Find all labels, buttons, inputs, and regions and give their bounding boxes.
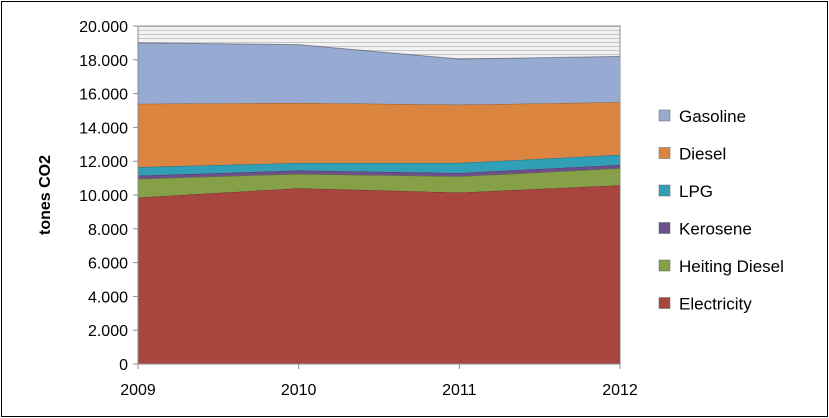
y-tick-label: 0 — [119, 357, 128, 374]
x-tick-label: 2011 — [442, 382, 477, 399]
legend-swatch-gasoline — [658, 109, 671, 122]
legend-label-lpg: LPG — [679, 182, 713, 201]
y-tick-label: 2.000 — [88, 323, 128, 340]
area-edge-gasoline — [137, 42, 621, 60]
legend-label-kerosene: Kerosene — [679, 220, 752, 239]
legend-swatch-lpg — [658, 184, 671, 197]
area-edge-electricity — [137, 184, 621, 198]
y-tick-label: 10.000 — [79, 188, 128, 205]
legend-swatch-heiting-diesel — [658, 259, 671, 272]
legend-label-diesel: Diesel — [679, 145, 726, 164]
area-kerosene — [138, 164, 620, 179]
y-tick-label: 16.000 — [79, 87, 128, 104]
legend-label-electricity: Electricity — [679, 295, 752, 314]
y-tick-label: 18.000 — [79, 53, 128, 70]
y-tick-label: 20.000 — [79, 19, 128, 36]
legend-swatch-kerosene — [658, 222, 671, 234]
y-tick-label: 6.000 — [88, 256, 128, 273]
y-axis-title: tones CO2 — [37, 155, 54, 235]
y-tick-label: 14.000 — [79, 120, 128, 137]
x-tick-label: 2010 — [281, 382, 317, 399]
legend-label-gasoline: Gasoline — [679, 107, 746, 126]
area-electricity — [138, 185, 620, 364]
x-tick-label: 2009 — [120, 382, 156, 399]
area-lpg — [138, 154, 620, 176]
area-heiting-diesel — [138, 168, 620, 198]
x-tick-label: 2012 — [602, 382, 638, 399]
area-diesel — [138, 102, 620, 168]
y-tick-label: 12.000 — [79, 154, 128, 171]
area-gasoline — [138, 42, 620, 105]
legend-label-heiting-diesel: Heiting Diesel — [679, 257, 784, 276]
y-tick-label: 8.000 — [88, 222, 128, 239]
legend-swatch-electricity — [658, 297, 671, 309]
legend-swatch-diesel — [658, 147, 671, 159]
y-tick-label: 4.000 — [88, 289, 128, 306]
